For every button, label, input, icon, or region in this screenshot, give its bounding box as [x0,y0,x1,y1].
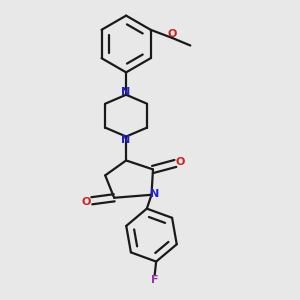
Text: N: N [122,134,131,145]
Text: N: N [151,189,160,199]
Text: N: N [122,87,131,97]
Text: O: O [175,157,184,167]
Text: O: O [82,197,91,207]
Text: O: O [168,29,177,39]
Text: F: F [151,275,158,285]
